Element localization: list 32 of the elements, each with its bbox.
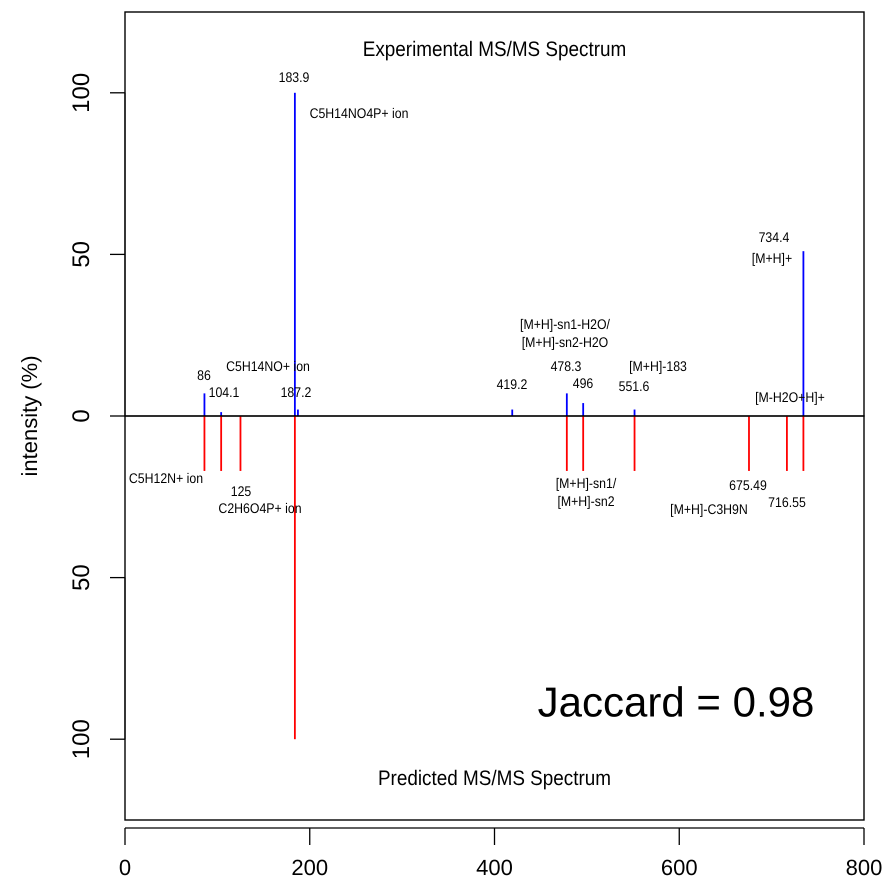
annotation: 496 <box>572 375 594 392</box>
annotation: 716.55 <box>768 494 806 510</box>
y-tick-label: 50 <box>68 241 95 268</box>
annotation: 183.9 <box>278 69 310 86</box>
annotation: 104.1 <box>208 384 240 400</box>
x-tick-label: 600 <box>660 855 698 880</box>
annotation: [M+H]-183 <box>629 358 687 374</box>
y-axis-title: intensity (%) <box>17 355 42 477</box>
y-tick-label: 100 <box>68 72 95 113</box>
annotation: 419.2 <box>496 376 528 392</box>
text: Experimental MS/MS Spectrum <box>362 38 626 62</box>
y-tick-label: 0 <box>68 409 95 423</box>
annotation: [M+H]+ <box>752 250 792 266</box>
annotation: C5H14NO4P+ ion <box>310 105 408 122</box>
annotation: [M+H]-C3H9N <box>670 501 748 518</box>
annotation: 478.3 <box>550 358 582 374</box>
annotation: 734.4 <box>758 229 790 246</box>
x-tick-label: 800 <box>846 855 882 880</box>
y-tick-label: 50 <box>68 564 95 591</box>
annotation: Jaccard = 0.98 <box>538 678 814 726</box>
annotation: [M+H]-sn1-H2O/ [M+H]-sn2-H2O <box>520 316 610 350</box>
annotation: 675.49 <box>729 477 767 494</box>
x-tick-label: 400 <box>476 855 513 880</box>
annotation: C5H12N+ ion <box>128 470 204 486</box>
annotation: 86 <box>197 367 211 384</box>
text: Predicted MS/MS Spectrum <box>378 767 612 790</box>
x-tick-label: 200 <box>291 855 328 880</box>
annotation: 125 <box>230 483 252 500</box>
annotation: 551.6 <box>618 378 650 394</box>
y-tick-label: 100 <box>68 719 95 760</box>
x-tick-label: 0 <box>118 855 132 880</box>
annotation: [M+H]-sn1/ [M+H]-sn2 <box>556 475 617 510</box>
